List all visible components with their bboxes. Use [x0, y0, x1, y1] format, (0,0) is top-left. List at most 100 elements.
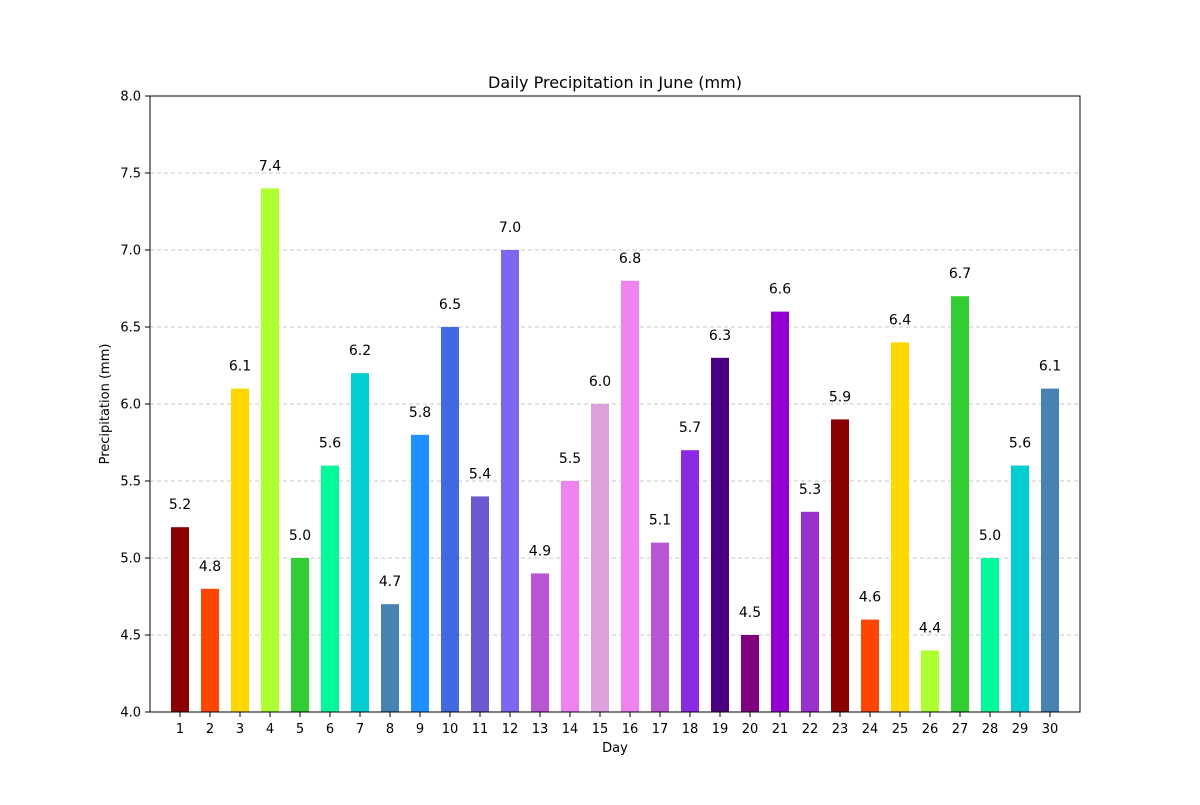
x-tick-label: 18	[682, 722, 699, 737]
data-label: 6.1	[1039, 359, 1061, 375]
bar	[741, 635, 759, 712]
bar	[801, 511, 819, 712]
bar	[951, 296, 969, 712]
bar	[171, 527, 189, 712]
bar	[231, 388, 249, 712]
data-label: 4.8	[199, 559, 221, 575]
bar	[381, 604, 399, 712]
x-tick-label: 14	[562, 722, 579, 737]
x-tick-label: 3	[236, 722, 244, 737]
bar	[711, 357, 729, 712]
x-tick-label: 25	[892, 722, 909, 737]
data-label: 5.4	[469, 466, 491, 482]
data-label: 6.0	[589, 374, 611, 390]
x-tick-label: 2	[206, 722, 214, 737]
data-label: 5.5	[559, 451, 581, 467]
bar	[981, 558, 999, 712]
y-tick-label: 6.0	[120, 398, 141, 413]
x-tick-label: 11	[472, 722, 489, 737]
y-axis-ticks: 4.0 4.5 5.0 5.5 6.0 6.5 7.0 7.5 8.0	[120, 90, 150, 721]
data-label: 5.0	[289, 528, 311, 544]
bar	[1041, 388, 1059, 712]
bar	[291, 558, 309, 712]
x-tick-label: 23	[832, 722, 849, 737]
bar	[411, 434, 429, 712]
x-tick-label: 13	[532, 722, 549, 737]
x-tick-label: 9	[416, 722, 424, 737]
x-tick-label: 21	[772, 722, 789, 737]
bar	[891, 342, 909, 712]
x-tick-label: 27	[952, 722, 969, 737]
bar	[591, 404, 609, 712]
bar	[681, 450, 699, 712]
x-tick-label: 26	[922, 722, 939, 737]
x-tick-label: 30	[1042, 722, 1059, 737]
x-tick-label: 5	[296, 722, 304, 737]
data-label: 5.0	[979, 528, 1001, 544]
data-label: 6.6	[769, 282, 791, 298]
data-label: 4.6	[859, 590, 881, 606]
bar	[531, 573, 549, 712]
data-label: 6.2	[349, 343, 371, 359]
y-tick-label: 5.0	[120, 552, 141, 567]
data-label: 5.2	[169, 497, 191, 513]
data-label: 6.8	[619, 251, 641, 267]
x-tick-label: 12	[502, 722, 519, 737]
x-tick-label: 16	[622, 722, 639, 737]
bar	[261, 188, 279, 712]
data-label: 5.6	[319, 436, 341, 452]
data-label: 6.7	[949, 266, 971, 282]
bar	[1011, 465, 1029, 712]
bar	[831, 419, 849, 712]
bars	[171, 188, 1059, 712]
x-tick-label: 28	[982, 722, 999, 737]
x-tick-label: 15	[592, 722, 609, 737]
bar	[771, 311, 789, 712]
bar	[921, 650, 939, 712]
data-label: 4.7	[379, 574, 401, 590]
y-tick-label: 4.5	[120, 629, 141, 644]
x-tick-label: 8	[386, 722, 394, 737]
x-tick-label: 7	[356, 722, 364, 737]
x-tick-label: 4	[266, 722, 274, 737]
data-label: 6.3	[709, 328, 731, 344]
data-label: 7.4	[259, 158, 281, 174]
x-tick-label: 10	[442, 722, 459, 737]
x-tick-label: 24	[862, 722, 879, 737]
y-tick-label: 6.5	[120, 321, 141, 336]
bar	[321, 465, 339, 712]
x-tick-label: 19	[712, 722, 729, 737]
data-label: 5.3	[799, 482, 821, 498]
data-label: 5.7	[679, 420, 701, 436]
bar	[441, 327, 459, 712]
y-tick-label: 4.0	[120, 706, 141, 721]
data-label: 5.9	[829, 389, 851, 405]
bar	[651, 542, 669, 712]
bar	[501, 250, 519, 712]
data-label: 6.1	[229, 359, 251, 375]
y-tick-label: 5.5	[120, 475, 141, 490]
x-tick-label: 22	[802, 722, 819, 737]
bar	[201, 588, 219, 712]
bar	[351, 373, 369, 712]
y-tick-label: 7.5	[120, 167, 141, 182]
y-tick-label: 8.0	[120, 90, 141, 105]
x-tick-label: 29	[1012, 722, 1029, 737]
data-label: 5.1	[649, 513, 671, 529]
x-tick-label: 1	[176, 722, 184, 737]
x-axis-label: Day	[602, 741, 628, 756]
x-tick-label: 17	[652, 722, 669, 737]
y-tick-label: 7.0	[120, 244, 141, 259]
grid-lines	[150, 172, 1080, 636]
data-label: 5.8	[409, 405, 431, 421]
data-label: 5.6	[1009, 436, 1031, 452]
bar	[471, 496, 489, 712]
chart-title: Daily Precipitation in June (mm)	[488, 73, 742, 92]
data-label: 7.0	[499, 220, 521, 236]
data-label: 4.4	[919, 620, 941, 636]
bar	[561, 481, 579, 712]
x-tick-label: 20	[742, 722, 759, 737]
x-tick-label: 6	[326, 722, 334, 737]
bar	[861, 619, 879, 712]
